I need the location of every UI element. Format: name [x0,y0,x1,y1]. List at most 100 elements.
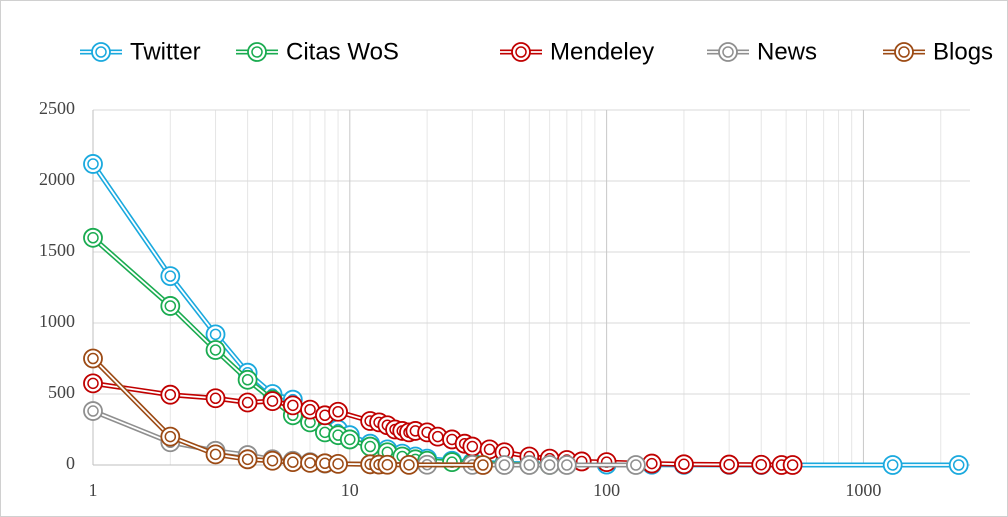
x-tick-label: 100 [593,480,620,500]
data-point [539,455,560,475]
data-point-inner [209,392,222,405]
data-point [442,452,462,473]
legend-label: Twitter [130,38,201,65]
legend-marker-inner [898,46,910,58]
data-point [519,455,540,475]
data-point [882,455,903,475]
data-point [462,436,483,457]
y-tick-label: 2000 [39,169,75,189]
legend-label: Mendeley [550,38,654,65]
data-point-inner [381,458,394,471]
data-point-inner [523,459,536,471]
data-point [625,455,646,475]
data-point-inner [164,300,177,312]
data-point [473,455,493,475]
data-point-inner [332,458,344,470]
y-tick-label: 0 [66,453,75,473]
data-point [377,454,398,475]
legend-label: News [757,38,817,65]
data-point-inner [786,459,799,471]
data-point-inner [87,352,99,365]
data-point-inner [164,388,177,401]
data-point [282,452,303,473]
data-point [328,453,348,474]
data-point [205,340,226,360]
legend-marker-inner [251,46,263,58]
data-point-inner [344,433,356,446]
data-point [494,455,515,475]
data-point-inner [287,456,299,468]
data-point-inner [403,459,415,471]
legend-label: Citas WoS [286,38,399,65]
data-point [948,455,969,475]
data-point [205,388,226,409]
data-point-inner [543,459,556,471]
legend-marker [894,42,914,62]
data-point [160,426,181,447]
data-point-inner [209,328,222,341]
legend-label: Blogs [933,38,993,65]
data-point-inner [209,448,222,461]
data-point [83,373,103,394]
data-point [160,384,181,405]
data-point-inner [241,396,254,409]
data-point-inner [241,453,254,466]
data-point [83,227,103,248]
data-point [262,391,283,412]
x-tick-label: 1000 [845,480,881,500]
data-point [399,454,419,475]
data-point-inner [209,344,222,356]
data-point-inner [332,406,344,418]
data-point [782,455,803,475]
data-point [83,154,103,174]
legend-marker-inner [95,46,107,58]
data-point-inner [241,374,254,386]
data-point [328,401,348,422]
x-tick-label: 1 [89,480,98,500]
data-point [282,395,303,416]
legend-marker [91,42,111,62]
legend-marker-inner [515,46,527,58]
data-point-inner [483,443,496,456]
data-point-inner [477,459,489,471]
data-point-inner [266,395,279,407]
data-point-inner [723,458,735,471]
legend-marker [718,42,738,62]
data-point [160,296,181,316]
data-point-inner [87,405,99,417]
data-point [83,348,103,369]
data-point-inner [87,158,99,170]
data-point [339,429,360,450]
data-point [237,392,258,413]
legend-marker [247,42,267,62]
data-point-inner [164,270,177,282]
data-point [596,452,617,473]
legend-marker [511,42,531,62]
data-point [751,454,772,475]
data-point-inner [952,459,965,471]
data-point [83,401,103,421]
data-point-inner [304,457,316,469]
y-tick-label: 500 [48,382,75,402]
data-point-inner [498,459,511,471]
data-point [719,454,740,475]
data-point-inner [678,458,690,471]
data-point-inner [287,399,299,412]
data-point-inner [164,430,177,443]
data-point-inner [87,377,99,390]
data-point-inner [886,459,899,471]
y-tick-label: 2500 [39,98,75,118]
data-point-inner [87,232,99,244]
y-tick-label: 1000 [39,311,75,331]
data-point-inner [755,458,767,471]
data-point [160,266,181,287]
data-point [556,455,577,475]
data-point [237,369,258,390]
data-point [360,436,381,457]
data-point [237,449,258,470]
data-point-inner [266,454,279,467]
data-point-inner [364,440,376,453]
data-point [262,450,283,471]
